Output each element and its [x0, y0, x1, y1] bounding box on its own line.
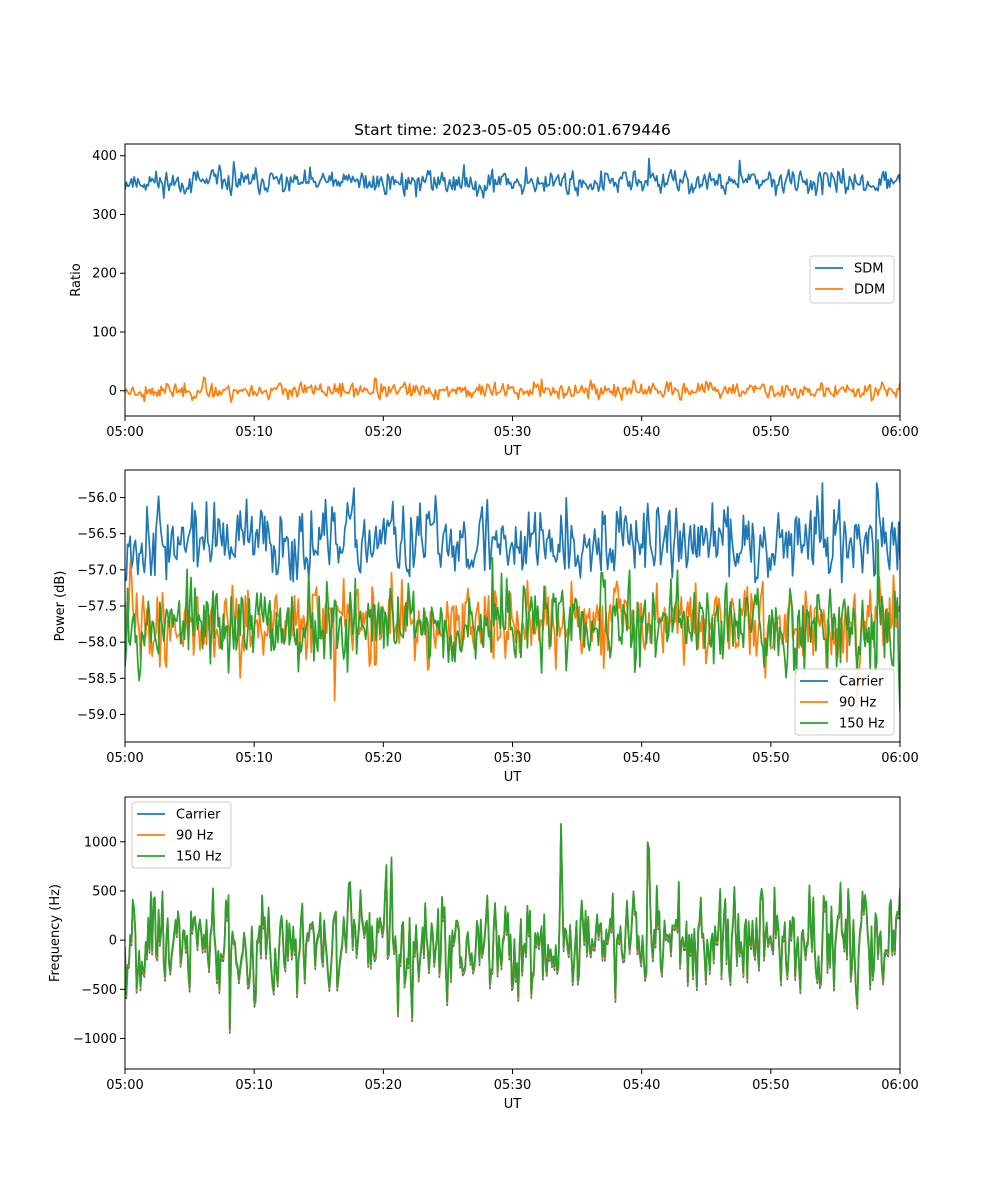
- y-axis-label: Power (dB): [53, 571, 68, 642]
- x-tick-label: 05:30: [494, 1078, 531, 1093]
- legend-label-sdm: SDM: [854, 262, 883, 277]
- panel-1: 05:00 05:10 05:20 05:30 05:40 05:50 06:00 0 100 2…: [69, 143, 919, 459]
- series-line-ddm: [125, 376, 900, 404]
- x-axis-label: UT: [504, 1097, 522, 1112]
- x-tick-label: 05:40: [623, 751, 660, 766]
- y-tick-label: 300: [92, 208, 117, 223]
- y-tick-label: −58.5: [77, 672, 117, 687]
- legend: Carrier 90 Hz 150 Hz: [794, 668, 895, 736]
- x-tick-label: 05:20: [365, 1078, 402, 1093]
- y-axis-label: Ratio: [69, 263, 84, 296]
- x-tick-label: 06:00: [881, 425, 918, 440]
- legend-label-carrier: Carrier: [176, 808, 221, 823]
- x-tick-label: 06:00: [881, 751, 918, 766]
- x-tick-label: 05:00: [106, 425, 143, 440]
- x-tick-label: 05:10: [235, 1078, 272, 1093]
- x-tick-label: 05:00: [106, 1078, 143, 1093]
- y-tick-label: 400: [92, 149, 117, 164]
- x-tick-label: 05:10: [235, 425, 272, 440]
- y-tick-label: −56.0: [77, 491, 117, 506]
- legend-box: [794, 668, 895, 736]
- x-tick-label: 05:40: [623, 425, 660, 440]
- x-tick-label: 05:50: [752, 425, 789, 440]
- series-line-150-hz: [125, 538, 900, 712]
- y-tick-label: −500: [81, 983, 117, 998]
- y-tick-label: 0: [109, 384, 117, 399]
- y-tick-label: 1000: [84, 835, 117, 850]
- legend-label-90-hz: 90 Hz: [839, 696, 876, 711]
- legend-label-150-hz: 150 Hz: [176, 850, 222, 865]
- x-tick-label: 05:30: [494, 751, 531, 766]
- legend: Carrier 90 Hz 150 Hz: [131, 801, 232, 869]
- y-tick-label: −57.5: [77, 600, 117, 615]
- y-tick-label: −57.0: [77, 563, 117, 578]
- x-tick-label: 05:00: [106, 751, 143, 766]
- y-tick-label: 100: [92, 325, 117, 340]
- x-tick-label: 05:50: [752, 1078, 789, 1093]
- y-axis-label: Frequency (Hz): [48, 884, 63, 982]
- panel-2: 05:00 05:10 05:20 05:30 05:40 05:50 06:00 −59.0…: [53, 469, 919, 785]
- figure-title: Start time: 2023-05-05 05:00:01.679446: [354, 121, 671, 139]
- legend-box: [131, 801, 232, 869]
- legend-label-ddm: DDM: [854, 283, 885, 298]
- legend-label-carrier: Carrier: [839, 675, 884, 690]
- y-tick-label: 0: [109, 934, 117, 949]
- y-tick-label: 500: [92, 884, 117, 899]
- x-tick-label: 05:50: [752, 751, 789, 766]
- x-tick-label: 05:20: [365, 751, 402, 766]
- legend-label-90-hz: 90 Hz: [176, 829, 213, 844]
- legend: SDM DDM: [809, 255, 895, 304]
- legend-label-150-hz: 150 Hz: [839, 717, 885, 732]
- y-tick-label: −1000: [73, 1032, 117, 1047]
- x-axis-label: UT: [504, 444, 522, 459]
- y-tick-label: −59.0: [77, 708, 117, 723]
- x-axis-label: UT: [504, 770, 522, 785]
- series-line-carrier: [125, 482, 900, 584]
- y-tick-label: −58.0: [77, 636, 117, 651]
- x-tick-label: 05:20: [365, 425, 402, 440]
- panel-3: 05:00 05:10 05:20 05:30 05:40 05:50 06:00 −1000…: [48, 796, 919, 1112]
- panels: 05:00 05:10 05:20 05:30 05:40 05:50 06:00 0 100 2…: [48, 143, 919, 1112]
- x-tick-label: 05:30: [494, 425, 531, 440]
- series-line-sdm: [125, 157, 900, 199]
- series-line-150-hz: [125, 822, 900, 1030]
- x-tick-label: 05:40: [623, 1078, 660, 1093]
- y-tick-label: −56.5: [77, 527, 117, 542]
- x-tick-label: 06:00: [881, 1078, 918, 1093]
- x-tick-label: 05:10: [235, 751, 272, 766]
- y-tick-label: 200: [92, 267, 117, 282]
